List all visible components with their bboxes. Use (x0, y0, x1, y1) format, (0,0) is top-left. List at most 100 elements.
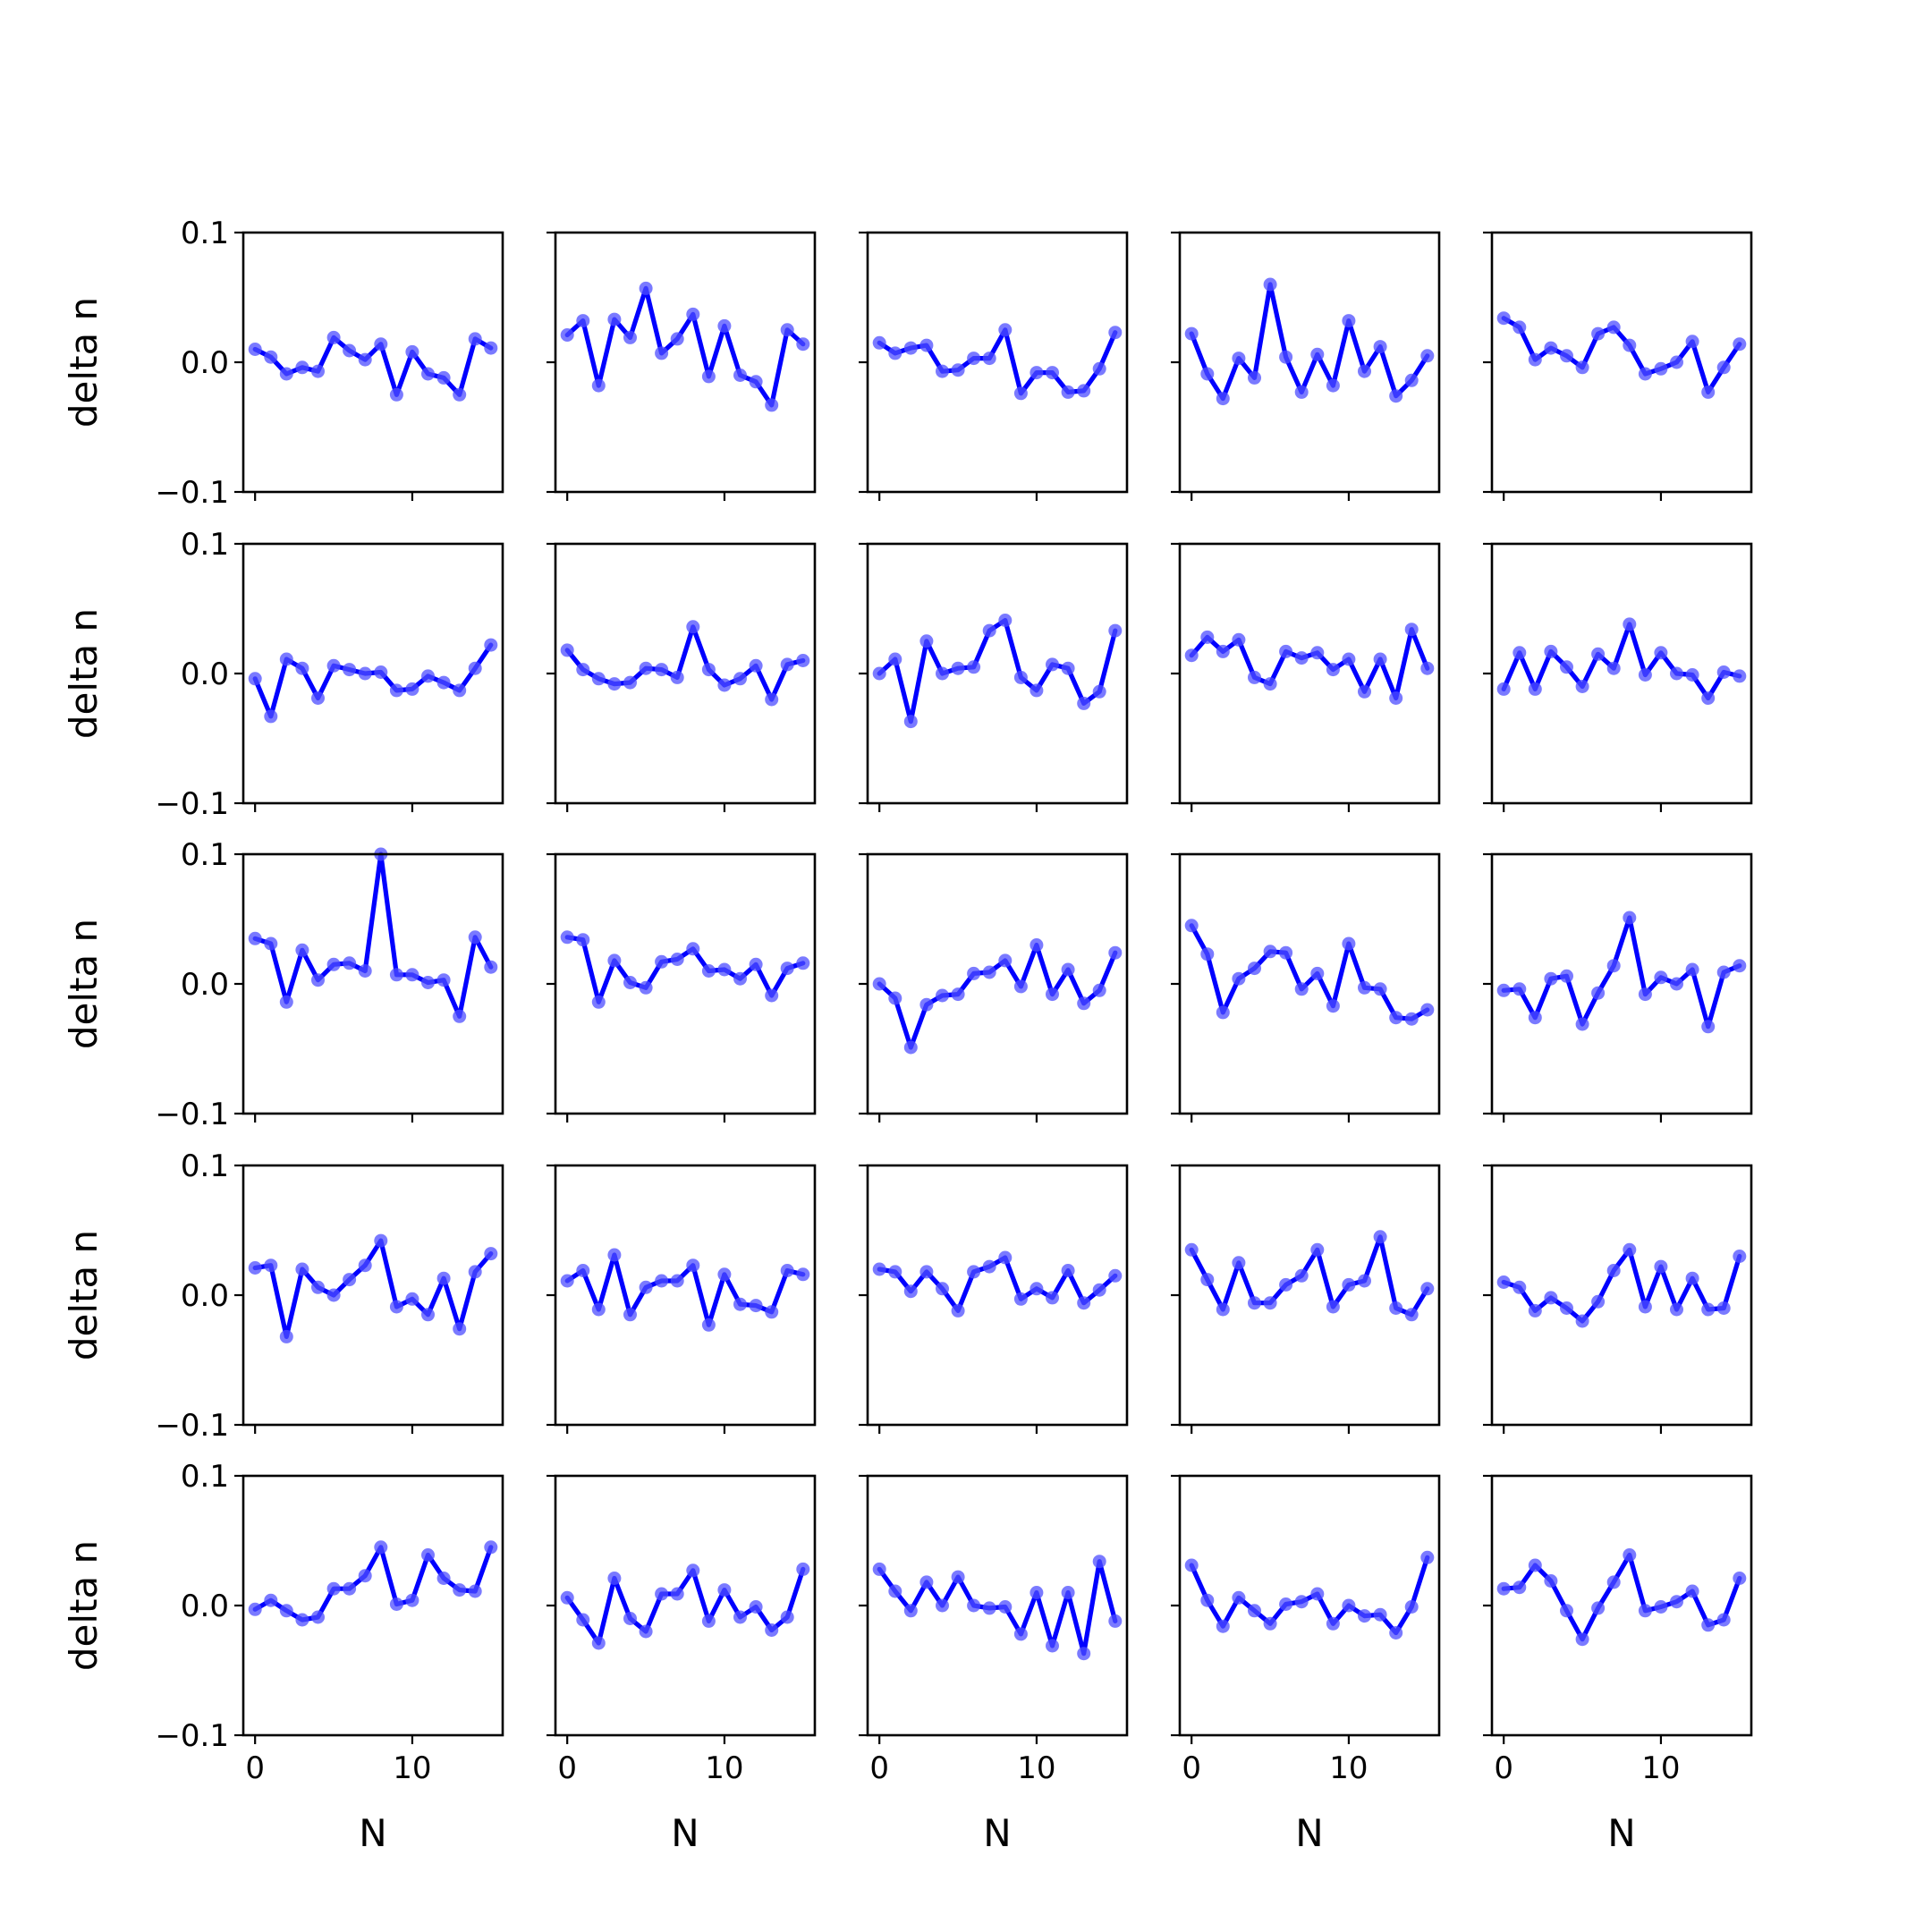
data-point (343, 1581, 357, 1596)
subplot-r1-c4 (1171, 231, 1441, 501)
axes-frame (1490, 1474, 1753, 1737)
data-point (670, 332, 684, 346)
data-point (1389, 389, 1403, 403)
data-point (1701, 1020, 1716, 1034)
subplot-r5-c1: 0 10 −0.1 0.0 0.1 delta n N (62, 1459, 504, 1855)
data-point (468, 661, 482, 675)
y-axis-label: delta n (62, 297, 106, 428)
data-point (1232, 1590, 1246, 1605)
data-point (796, 654, 810, 667)
data-point (1232, 632, 1246, 647)
y-tick-label: 0.0 (181, 967, 229, 1003)
data-point (1716, 1613, 1731, 1627)
data-point (1560, 1301, 1573, 1315)
y-axis-label: delta n (62, 608, 106, 739)
data-point (1077, 384, 1091, 398)
data-point (1528, 682, 1542, 696)
data-point (780, 962, 794, 976)
data-point (374, 665, 388, 679)
x-tick-label: 0 (557, 1750, 577, 1786)
data-point (279, 652, 293, 666)
data-point (311, 1280, 325, 1294)
data-point (421, 367, 435, 381)
x-axis-label: N (359, 1811, 386, 1855)
data-point (701, 1318, 716, 1332)
data-point (1733, 1572, 1747, 1585)
data-point (1513, 1580, 1527, 1595)
data-point (436, 370, 451, 385)
x-axis-label: N (671, 1811, 699, 1855)
data-point (951, 1303, 965, 1318)
data-point (1685, 668, 1699, 682)
data-point (1092, 684, 1106, 699)
data-point (1279, 1277, 1293, 1292)
data-point (453, 387, 467, 402)
data-point (998, 323, 1013, 337)
data-point (1248, 370, 1261, 385)
axes-frame (242, 1164, 504, 1427)
data-point (1404, 1012, 1419, 1026)
data-point (701, 663, 716, 677)
data-point (655, 663, 669, 677)
subplot-r5-c5: 0 10N (1483, 1474, 1753, 1855)
data-point (888, 1584, 902, 1598)
series-line (877, 1559, 1118, 1657)
data-point (639, 980, 653, 995)
data-point (389, 1597, 403, 1611)
data-point (872, 666, 886, 681)
data-point (1733, 669, 1747, 683)
data-point (1263, 945, 1277, 959)
subplot-r3-c4 (1171, 852, 1441, 1123)
data-point (1560, 349, 1573, 363)
data-point (1108, 1268, 1123, 1283)
data-point (1575, 1314, 1589, 1328)
data-point (279, 995, 293, 1009)
data-point (468, 332, 482, 346)
data-point (686, 620, 700, 634)
data-point (1184, 326, 1199, 341)
data-point (765, 692, 779, 707)
data-point (1294, 1595, 1309, 1609)
x-tick-label: 0 (869, 1750, 889, 1786)
data-point (919, 1265, 934, 1279)
data-point (655, 1274, 669, 1288)
data-point (1077, 696, 1091, 710)
data-point (1232, 352, 1246, 366)
data-point (1496, 1581, 1511, 1596)
data-point (733, 369, 747, 382)
data-point (389, 1300, 403, 1314)
axes-frame (1178, 1474, 1441, 1737)
data-point (919, 997, 934, 1012)
data-point (780, 1264, 794, 1277)
data-point (888, 346, 902, 360)
series-line (1501, 1552, 1742, 1642)
data-point (936, 988, 949, 1003)
axes-frame (242, 231, 504, 494)
data-point (1279, 1597, 1293, 1611)
data-point (951, 661, 965, 675)
data-point (749, 375, 763, 389)
data-point (468, 1265, 482, 1279)
data-point (591, 378, 606, 393)
data-point (1232, 971, 1246, 986)
data-point (1685, 962, 1699, 977)
data-point (888, 991, 902, 1005)
data-point (264, 1258, 278, 1273)
data-point (749, 1600, 763, 1614)
data-point (1716, 965, 1731, 979)
data-point (1496, 1275, 1511, 1289)
data-point (639, 281, 653, 295)
data-point (1496, 983, 1511, 997)
data-point (421, 669, 435, 683)
data-point (279, 1604, 293, 1618)
data-point (295, 661, 309, 675)
data-point (1404, 623, 1419, 637)
data-point (607, 312, 622, 326)
data-point (655, 954, 669, 969)
data-point (1591, 326, 1606, 341)
x-tick-label: 10 (705, 1750, 743, 1786)
data-point (872, 977, 886, 991)
data-point (1077, 1296, 1091, 1310)
data-point (1342, 1277, 1356, 1292)
y-tick-label: −0.1 (155, 475, 229, 511)
